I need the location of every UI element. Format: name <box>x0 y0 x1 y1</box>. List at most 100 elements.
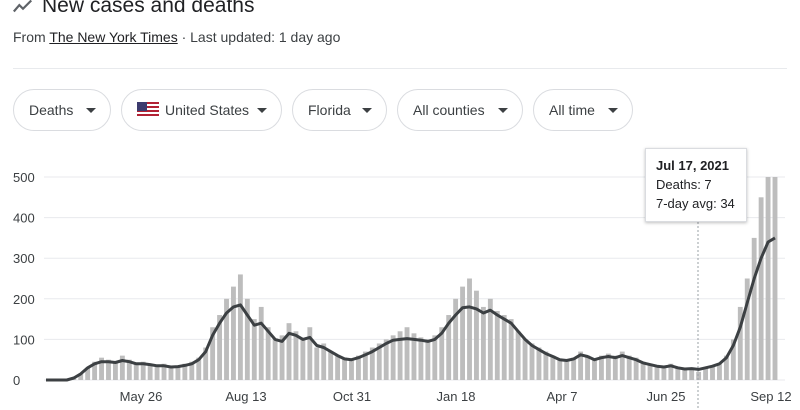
bar <box>543 351 549 380</box>
bar <box>675 367 681 380</box>
y-tick-label: 300 <box>13 251 35 266</box>
bar <box>529 343 535 380</box>
bar <box>474 290 479 380</box>
bar <box>640 361 646 380</box>
bar <box>612 355 618 380</box>
bar <box>182 363 188 380</box>
county-dropdown-label: All counties <box>413 102 485 118</box>
time-range-dropdown[interactable]: All time <box>533 89 633 131</box>
bar <box>460 286 466 380</box>
bar <box>515 331 521 380</box>
chevron-down-icon <box>608 107 618 113</box>
bar <box>369 347 375 380</box>
source-link[interactable]: The New York Times <box>49 29 178 45</box>
bar <box>571 357 577 380</box>
bar <box>342 357 347 380</box>
bar <box>78 373 84 380</box>
bar <box>682 369 688 380</box>
bar <box>126 359 132 380</box>
bar <box>237 274 243 380</box>
x-tick-label: Jun 25 <box>646 389 685 404</box>
last-updated: · Last updated: 1 day ago <box>177 29 341 45</box>
bar <box>751 237 757 380</box>
bar <box>446 315 452 380</box>
bar <box>703 367 709 380</box>
bar <box>258 306 264 380</box>
divider <box>13 68 787 69</box>
deaths-chart[interactable]: 0 100 200 300 400 500 May 26 Aug 13 Oct 31 Jan 18… <box>0 140 800 410</box>
bar <box>272 339 278 380</box>
bar <box>300 339 306 380</box>
bar <box>501 315 507 380</box>
bar <box>585 355 590 380</box>
bar <box>710 365 715 380</box>
filter-bar: Deaths United States Florida All countie… <box>13 89 643 131</box>
bar <box>550 355 556 380</box>
bar <box>404 327 410 380</box>
tooltip-date: Jul 17, 2021 <box>656 158 729 173</box>
bar <box>578 351 584 380</box>
bar <box>189 361 195 380</box>
bar <box>439 327 445 380</box>
metric-dropdown[interactable]: Deaths <box>13 89 111 131</box>
average-line <box>46 236 776 382</box>
y-tick-label: 200 <box>13 292 35 307</box>
bar <box>307 327 313 380</box>
hover-tooltip: Jul 17, 2021 Deaths: 7 7-day avg: 34 <box>645 148 747 222</box>
bar <box>508 319 514 380</box>
bar <box>467 278 472 380</box>
bar <box>383 339 389 380</box>
bar <box>765 177 771 380</box>
bar <box>106 359 111 380</box>
bar <box>557 359 563 380</box>
bar <box>598 355 604 380</box>
state-dropdown[interactable]: Florida <box>292 89 387 131</box>
bar <box>564 361 570 380</box>
bar <box>112 361 118 380</box>
us-flag-icon <box>137 102 159 118</box>
bar <box>161 363 167 380</box>
bar <box>154 365 160 380</box>
x-tick-label: Sep 12 <box>750 389 791 404</box>
bar <box>605 353 611 380</box>
bar <box>321 343 327 380</box>
chevron-down-icon <box>362 107 372 113</box>
bar <box>536 347 542 380</box>
bar <box>626 355 632 380</box>
country-dropdown[interactable]: United States <box>121 89 282 131</box>
bar <box>717 363 722 380</box>
tooltip-deaths: Deaths: 7 <box>656 177 712 192</box>
bar <box>668 363 674 380</box>
trending-icon <box>12 0 33 13</box>
bar <box>314 347 320 380</box>
bar <box>758 197 764 380</box>
bar <box>349 359 354 380</box>
bar <box>480 306 486 380</box>
bar <box>418 337 424 380</box>
bar <box>99 357 104 380</box>
bar <box>647 363 653 380</box>
x-tick-label: Oct 31 <box>333 389 371 404</box>
x-tick-label: Apr 7 <box>546 389 577 404</box>
bar <box>425 339 431 380</box>
bar <box>133 363 139 380</box>
x-tick-label: May 26 <box>120 389 163 404</box>
bar <box>175 365 181 380</box>
bar <box>335 355 341 380</box>
chevron-down-icon <box>86 107 96 113</box>
bar <box>224 298 229 380</box>
county-dropdown[interactable]: All counties <box>397 89 523 131</box>
bar <box>168 367 174 380</box>
bar <box>654 365 660 380</box>
bar <box>633 357 639 380</box>
chevron-down-icon <box>257 107 267 113</box>
bar <box>196 357 202 380</box>
bar <box>494 310 500 380</box>
bar <box>432 335 438 380</box>
bar <box>772 177 778 380</box>
bar <box>328 351 334 380</box>
y-tick-label: 500 <box>13 170 35 185</box>
bar <box>592 359 597 380</box>
bar <box>119 355 125 380</box>
bar <box>203 347 209 380</box>
